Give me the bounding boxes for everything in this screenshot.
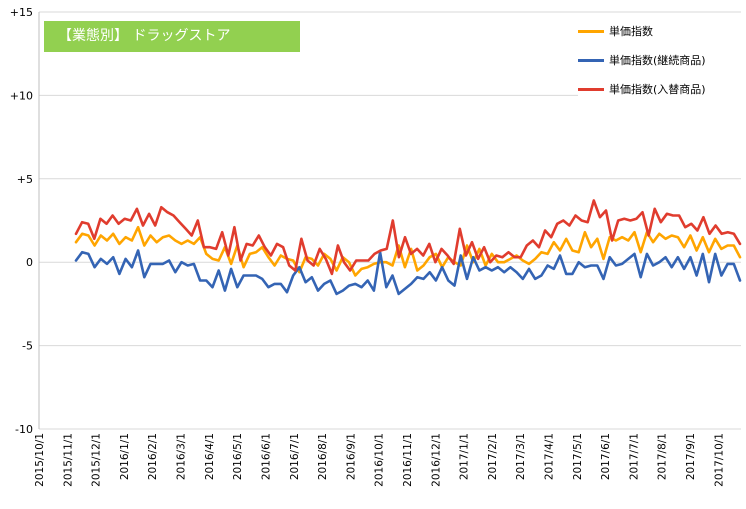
series-lines bbox=[74, 199, 742, 296]
series-line-1 bbox=[74, 249, 742, 296]
x-tick-label: 2016/11/1 bbox=[402, 433, 414, 487]
x-tick-label: 2016/7/1 bbox=[289, 433, 301, 480]
y-tick-label: -10 bbox=[15, 423, 33, 436]
legend-item-replaced-products: 単価指数(入替商品) bbox=[578, 81, 706, 97]
y-tick-label: +5 bbox=[17, 173, 33, 186]
x-tick-label: 2015/12/1 bbox=[91, 433, 103, 487]
x-tick-label: 2017/1/1 bbox=[459, 433, 471, 480]
x-tick-label: 2017/2/1 bbox=[487, 433, 499, 480]
x-tick-label: 2017/6/1 bbox=[600, 433, 612, 480]
x-tick-label: 2017/5/1 bbox=[572, 433, 584, 480]
x-tick-label: 2016/10/1 bbox=[374, 433, 386, 487]
series-line-0 bbox=[74, 225, 742, 277]
legend-item-continuing-products: 単価指数(継続商品) bbox=[578, 52, 706, 68]
x-tick-label: 2017/7/1 bbox=[628, 433, 640, 480]
x-axis-tick-labels: 2015/10/1 2015/11/1 2015/12/1 2016/1/1 2016/… bbox=[34, 433, 725, 487]
x-tick-label: 2015/10/1 bbox=[34, 433, 46, 487]
x-tick-label: 2017/9/1 bbox=[685, 433, 697, 480]
legend-label-continuing-products: 単価指数(継続商品) bbox=[609, 54, 706, 67]
x-tick-label: 2017/10/1 bbox=[713, 433, 725, 487]
y-tick-label: -5 bbox=[22, 340, 33, 353]
y-axis-tick-labels: +15 +10 +5 0 -5 -10 bbox=[10, 6, 33, 436]
x-tick-label: 2016/3/1 bbox=[176, 433, 188, 480]
x-tick-label: 2017/8/1 bbox=[657, 433, 669, 480]
x-tick-label: 2016/6/1 bbox=[260, 433, 272, 480]
series-line-2 bbox=[74, 199, 742, 276]
x-tick-label: 2016/1/1 bbox=[119, 433, 131, 480]
gridlines bbox=[39, 11, 741, 430]
x-tick-label: 2016/4/1 bbox=[204, 433, 216, 480]
chart-title: 【業態別】 ドラッグストア bbox=[44, 21, 300, 52]
x-tick-label: 2017/3/1 bbox=[515, 433, 527, 480]
legend: 単価指数 単価指数(継続商品) 単価指数(入替商品) bbox=[578, 17, 744, 97]
y-tick-label: +15 bbox=[10, 6, 33, 19]
x-tick-label: 2016/12/1 bbox=[430, 433, 442, 487]
legend-swatch-replaced-products bbox=[578, 87, 604, 91]
x-tick-label: 2016/2/1 bbox=[147, 433, 159, 480]
y-tick-label: +10 bbox=[10, 89, 33, 102]
legend-label-replaced-products: 単価指数(入替商品) bbox=[609, 83, 706, 96]
x-tick-label: 2016/9/1 bbox=[345, 433, 357, 480]
x-tick-label: 2015/11/1 bbox=[62, 433, 74, 487]
x-tick-label: 2017/4/1 bbox=[544, 433, 556, 480]
legend-swatch-unit-price-index bbox=[578, 29, 604, 33]
y-tick-label: 0 bbox=[26, 256, 33, 269]
legend-label-unit-price-index: 単価指数 bbox=[609, 25, 653, 38]
x-tick-label: 2016/8/1 bbox=[317, 433, 329, 480]
legend-swatch-continuing-products bbox=[578, 58, 604, 62]
x-tick-label: 2016/5/1 bbox=[232, 433, 244, 480]
legend-item-unit-price-index: 単価指数 bbox=[578, 23, 653, 39]
